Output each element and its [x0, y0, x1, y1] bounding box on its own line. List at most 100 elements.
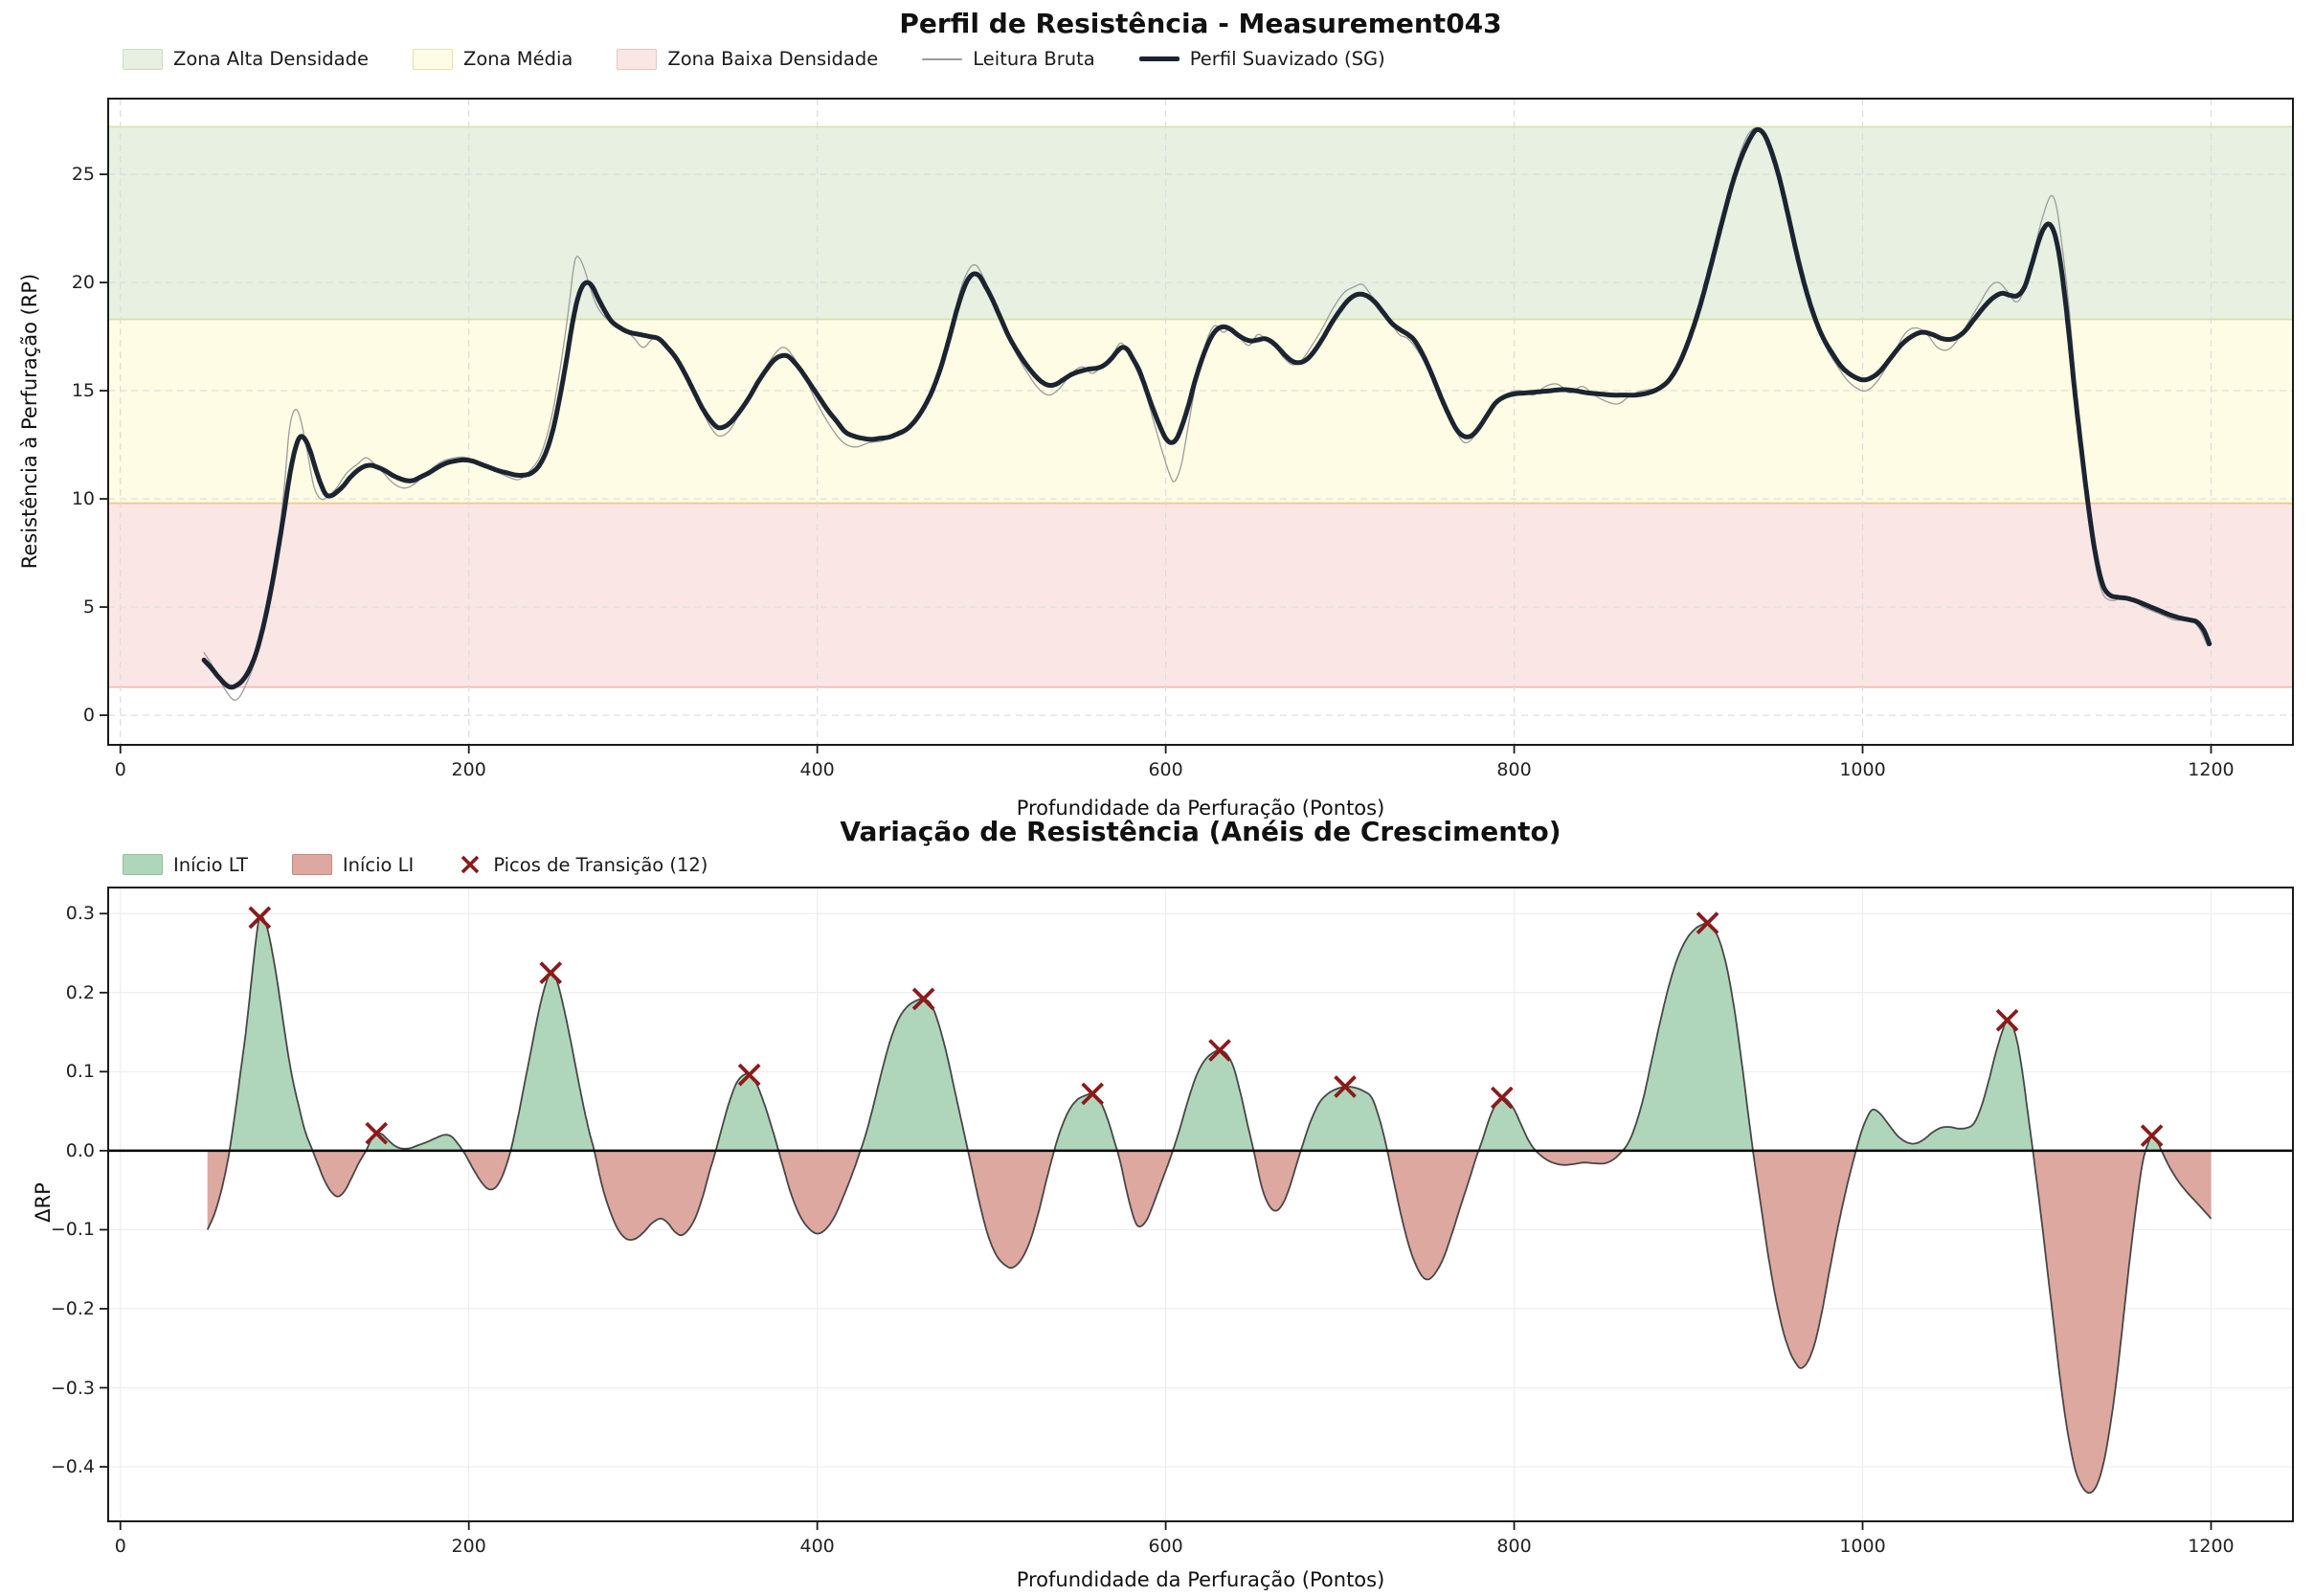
x-tick-label: 600	[1148, 1536, 1183, 1557]
x-tick-label: 200	[451, 1536, 486, 1557]
bottom-chart-xlabel: Profundidade da Perfuração (Pontos)	[1016, 1568, 1385, 1591]
delta-curve	[206, 915, 2213, 1495]
area-fill-negative	[594, 1150, 716, 1240]
area-fill-positive	[229, 916, 313, 1151]
transition-peak-marker	[1334, 1075, 1357, 1098]
legend-label: Zona Baixa Densidade	[667, 48, 879, 70]
legend-patch-swatch	[123, 854, 163, 875]
x-tick-label: 800	[1496, 1536, 1532, 1557]
x-tick-label: 0	[114, 759, 126, 780]
legend-item: Início LI	[291, 853, 415, 876]
transition-peak-marker	[1490, 1086, 1514, 1110]
x-tick-label: 600	[1148, 759, 1183, 780]
axes-spines	[107, 887, 2294, 1522]
y-tick-label: −0.1	[50, 1219, 95, 1241]
area-fill-negative	[1753, 1150, 1856, 1368]
y-tick-label: −0.3	[50, 1377, 95, 1399]
transition-peak-marker	[1995, 1008, 2019, 1032]
legend-item: Zona Média	[413, 48, 573, 70]
x-marker-icon	[461, 855, 480, 874]
legend-patch-swatch	[413, 48, 453, 70]
transition-peak-marker	[1696, 911, 1719, 934]
legend-patch-swatch	[123, 48, 163, 70]
legend-label: Picos de Transição (12)	[493, 853, 708, 876]
x-tick-label: 400	[799, 1536, 835, 1557]
zone-band	[108, 503, 2293, 687]
legend-line-swatch	[922, 57, 963, 60]
y-tick-label: 0.0	[65, 1139, 95, 1161]
y-tick-label: 0.2	[65, 981, 95, 1003]
top-chart-canvas	[100, 98, 2294, 753]
transition-peak-marker	[1208, 1039, 1231, 1062]
bottom-chart-title: Variação de Resistência (Anéis de Cresci…	[840, 816, 1561, 847]
legend-item: Perfil Suavizado (SG)	[1138, 48, 1385, 70]
area-fill-positive	[510, 972, 595, 1151]
transition-peak-marker	[1081, 1082, 1105, 1106]
y-tick-label: 5	[82, 596, 95, 618]
legend-item: Picos de Transição (12)	[458, 852, 708, 877]
y-tick-label: 10	[71, 488, 95, 510]
area-fill-negative	[1253, 1150, 1301, 1211]
area-fill-positive	[860, 999, 969, 1151]
y-tick-label: 25	[71, 164, 95, 186]
area-fill-positive	[1054, 1093, 1117, 1151]
x-tick-label: 1000	[1839, 759, 1886, 780]
transition-peak-marker	[2140, 1124, 2164, 1148]
transition-peak-marker	[365, 1121, 389, 1145]
x-tick-label: 1200	[2188, 759, 2235, 780]
bottom-chart-ylabel: ΔRP	[32, 1182, 55, 1223]
legend-patch-swatch	[617, 48, 658, 70]
top-chart-title: Perfil de Resistência - Measurement043	[899, 8, 1502, 39]
x-tick-label: 200	[451, 759, 486, 780]
legend-item: Zona Alta Densidade	[123, 48, 369, 70]
y-tick-label: 20	[71, 272, 95, 294]
smoothed-profile-curve	[201, 126, 2213, 690]
legend-patch-swatch	[291, 854, 332, 875]
area-fill-positive	[1855, 1020, 2033, 1151]
area-fill-positive	[1300, 1086, 1388, 1151]
area-fill-positive	[715, 1073, 779, 1151]
zone-band	[108, 319, 2293, 504]
legend-label: Início LT	[173, 853, 248, 876]
top-chart-xlabel: Profundidade da Perfuração (Pontos)	[1016, 797, 1385, 820]
legend-item: Início LT	[123, 854, 248, 876]
bottom-chart-legend: Início LT Início LI Picos de Transição (12…	[123, 852, 708, 877]
area-fill-negative	[462, 1150, 511, 1190]
legend-label: Início LI	[342, 853, 415, 876]
legend-label: Perfil Suavizado (SG)	[1189, 48, 1385, 70]
transition-peak-marker	[248, 906, 272, 930]
legend-line-swatch	[1138, 56, 1179, 61]
y-tick-label: 15	[71, 380, 95, 402]
area-fill-negative	[2161, 1150, 2212, 1219]
bottom-chart-canvas	[100, 887, 2294, 1530]
y-tick-label: −0.2	[50, 1297, 95, 1319]
legend-item: Leitura Bruta	[922, 48, 1095, 70]
y-tick-label: 0	[82, 705, 95, 727]
x-tick-label: 1200	[2188, 1536, 2235, 1557]
x-tick-label: 1000	[1839, 1536, 1886, 1557]
y-tick-label: −0.4	[50, 1456, 95, 1478]
legend-label: Zona Alta Densidade	[173, 48, 369, 70]
legend-item: Zona Baixa Densidade	[617, 48, 878, 70]
zone-band	[108, 126, 2293, 320]
axes-spines	[107, 98, 2294, 746]
y-tick-label: 0.3	[65, 903, 95, 925]
area-fill-positive	[1173, 1049, 1254, 1151]
x-tick-label: 800	[1496, 759, 1532, 780]
transition-peak-marker	[737, 1063, 761, 1087]
transition-peak-marker	[911, 987, 935, 1011]
x-tick-label: 400	[799, 759, 835, 780]
y-tick-label: 0.1	[65, 1061, 95, 1083]
transition-peak-marker	[539, 961, 563, 984]
area-fill-negative	[1536, 1150, 1623, 1165]
area-fill-negative	[207, 1150, 230, 1230]
x-tick-label: 0	[114, 1536, 126, 1557]
legend-label: Zona Média	[463, 48, 573, 70]
top-chart-legend: Zona Alta Densidade Zona Média Zona Baixa …	[123, 48, 1385, 70]
area-fill-negative	[2033, 1150, 2146, 1494]
legend-label: Leitura Bruta	[973, 48, 1095, 70]
area-fill-positive	[1622, 922, 1753, 1151]
area-fill-negative	[312, 1150, 367, 1197]
top-chart-ylabel: Resistência à Perfuração (RP)	[18, 273, 41, 570]
